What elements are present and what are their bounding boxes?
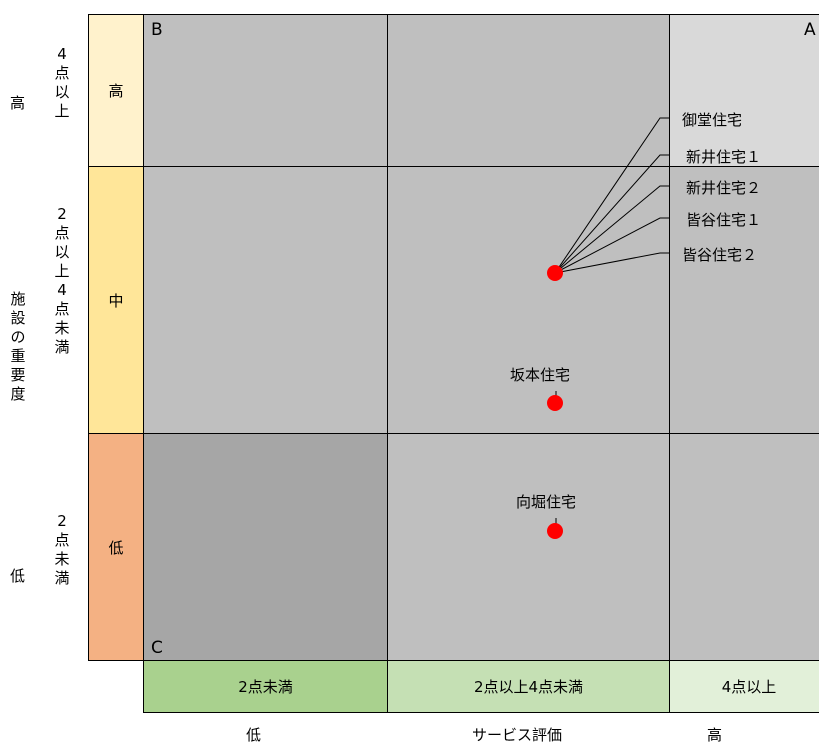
point-label-3: 新井住宅２ — [686, 179, 762, 197]
leader-line-5 — [554, 252, 670, 274]
quadrant-label-c: C — [151, 638, 163, 658]
grid-cell-high-mid — [387, 14, 670, 167]
point-label-6: 坂本住宅 — [510, 366, 571, 384]
point-marker-mukaibori — [547, 523, 563, 539]
point-label-2: 新井住宅１ — [686, 148, 762, 166]
y-level-mid: 中 — [88, 166, 144, 434]
quadrant-label-b: B — [151, 20, 163, 40]
point-label-5: 皆谷住宅２ — [682, 246, 758, 264]
grid-cell-mid-mid — [387, 166, 670, 434]
leader-line-2 — [554, 154, 670, 274]
leader-line-4 — [554, 217, 670, 274]
point-marker-group-a — [547, 265, 563, 281]
x-axis-title: サービス評価 — [472, 726, 563, 744]
y-axis-title: 施 設 の 重 要 度 — [10, 290, 26, 403]
x-level-high: 4点以上 — [669, 660, 819, 713]
y-axis-low-label: 低 — [10, 567, 26, 585]
x-axis-high-label: 高 — [707, 726, 723, 744]
x-level-mid: 2点以上4点未満 — [387, 660, 670, 713]
grid-cell-low-mid — [387, 433, 670, 661]
y-criteria-low: 2 点 未 満 — [54, 512, 70, 587]
x-axis-low-label: 低 — [246, 726, 262, 744]
quadrant-label-a: A — [804, 20, 816, 40]
leader-line-3 — [554, 185, 670, 274]
grid-cell-low-low — [143, 433, 388, 661]
x-level-low: 2点未満 — [143, 660, 388, 713]
grid-cell-low-high — [669, 433, 819, 661]
point-marker-sakamoto — [547, 395, 563, 411]
point-label-7: 向堀住宅 — [516, 493, 577, 511]
y-axis-high-label: 高 — [10, 94, 26, 112]
point-label-1: 御堂住宅 — [682, 111, 743, 129]
grid-cell-mid-high — [669, 166, 819, 434]
grid-cell-mid-low — [143, 166, 388, 434]
y-level-high: 高 — [88, 14, 144, 167]
y-level-low: 低 — [88, 433, 144, 661]
point-label-4: 皆谷住宅１ — [686, 211, 762, 229]
leader-line-1 — [554, 117, 670, 274]
y-criteria-mid: 2 点 以 上 4 点 未 満 — [54, 205, 70, 356]
y-criteria-high: 4 点 以 上 — [54, 45, 70, 120]
